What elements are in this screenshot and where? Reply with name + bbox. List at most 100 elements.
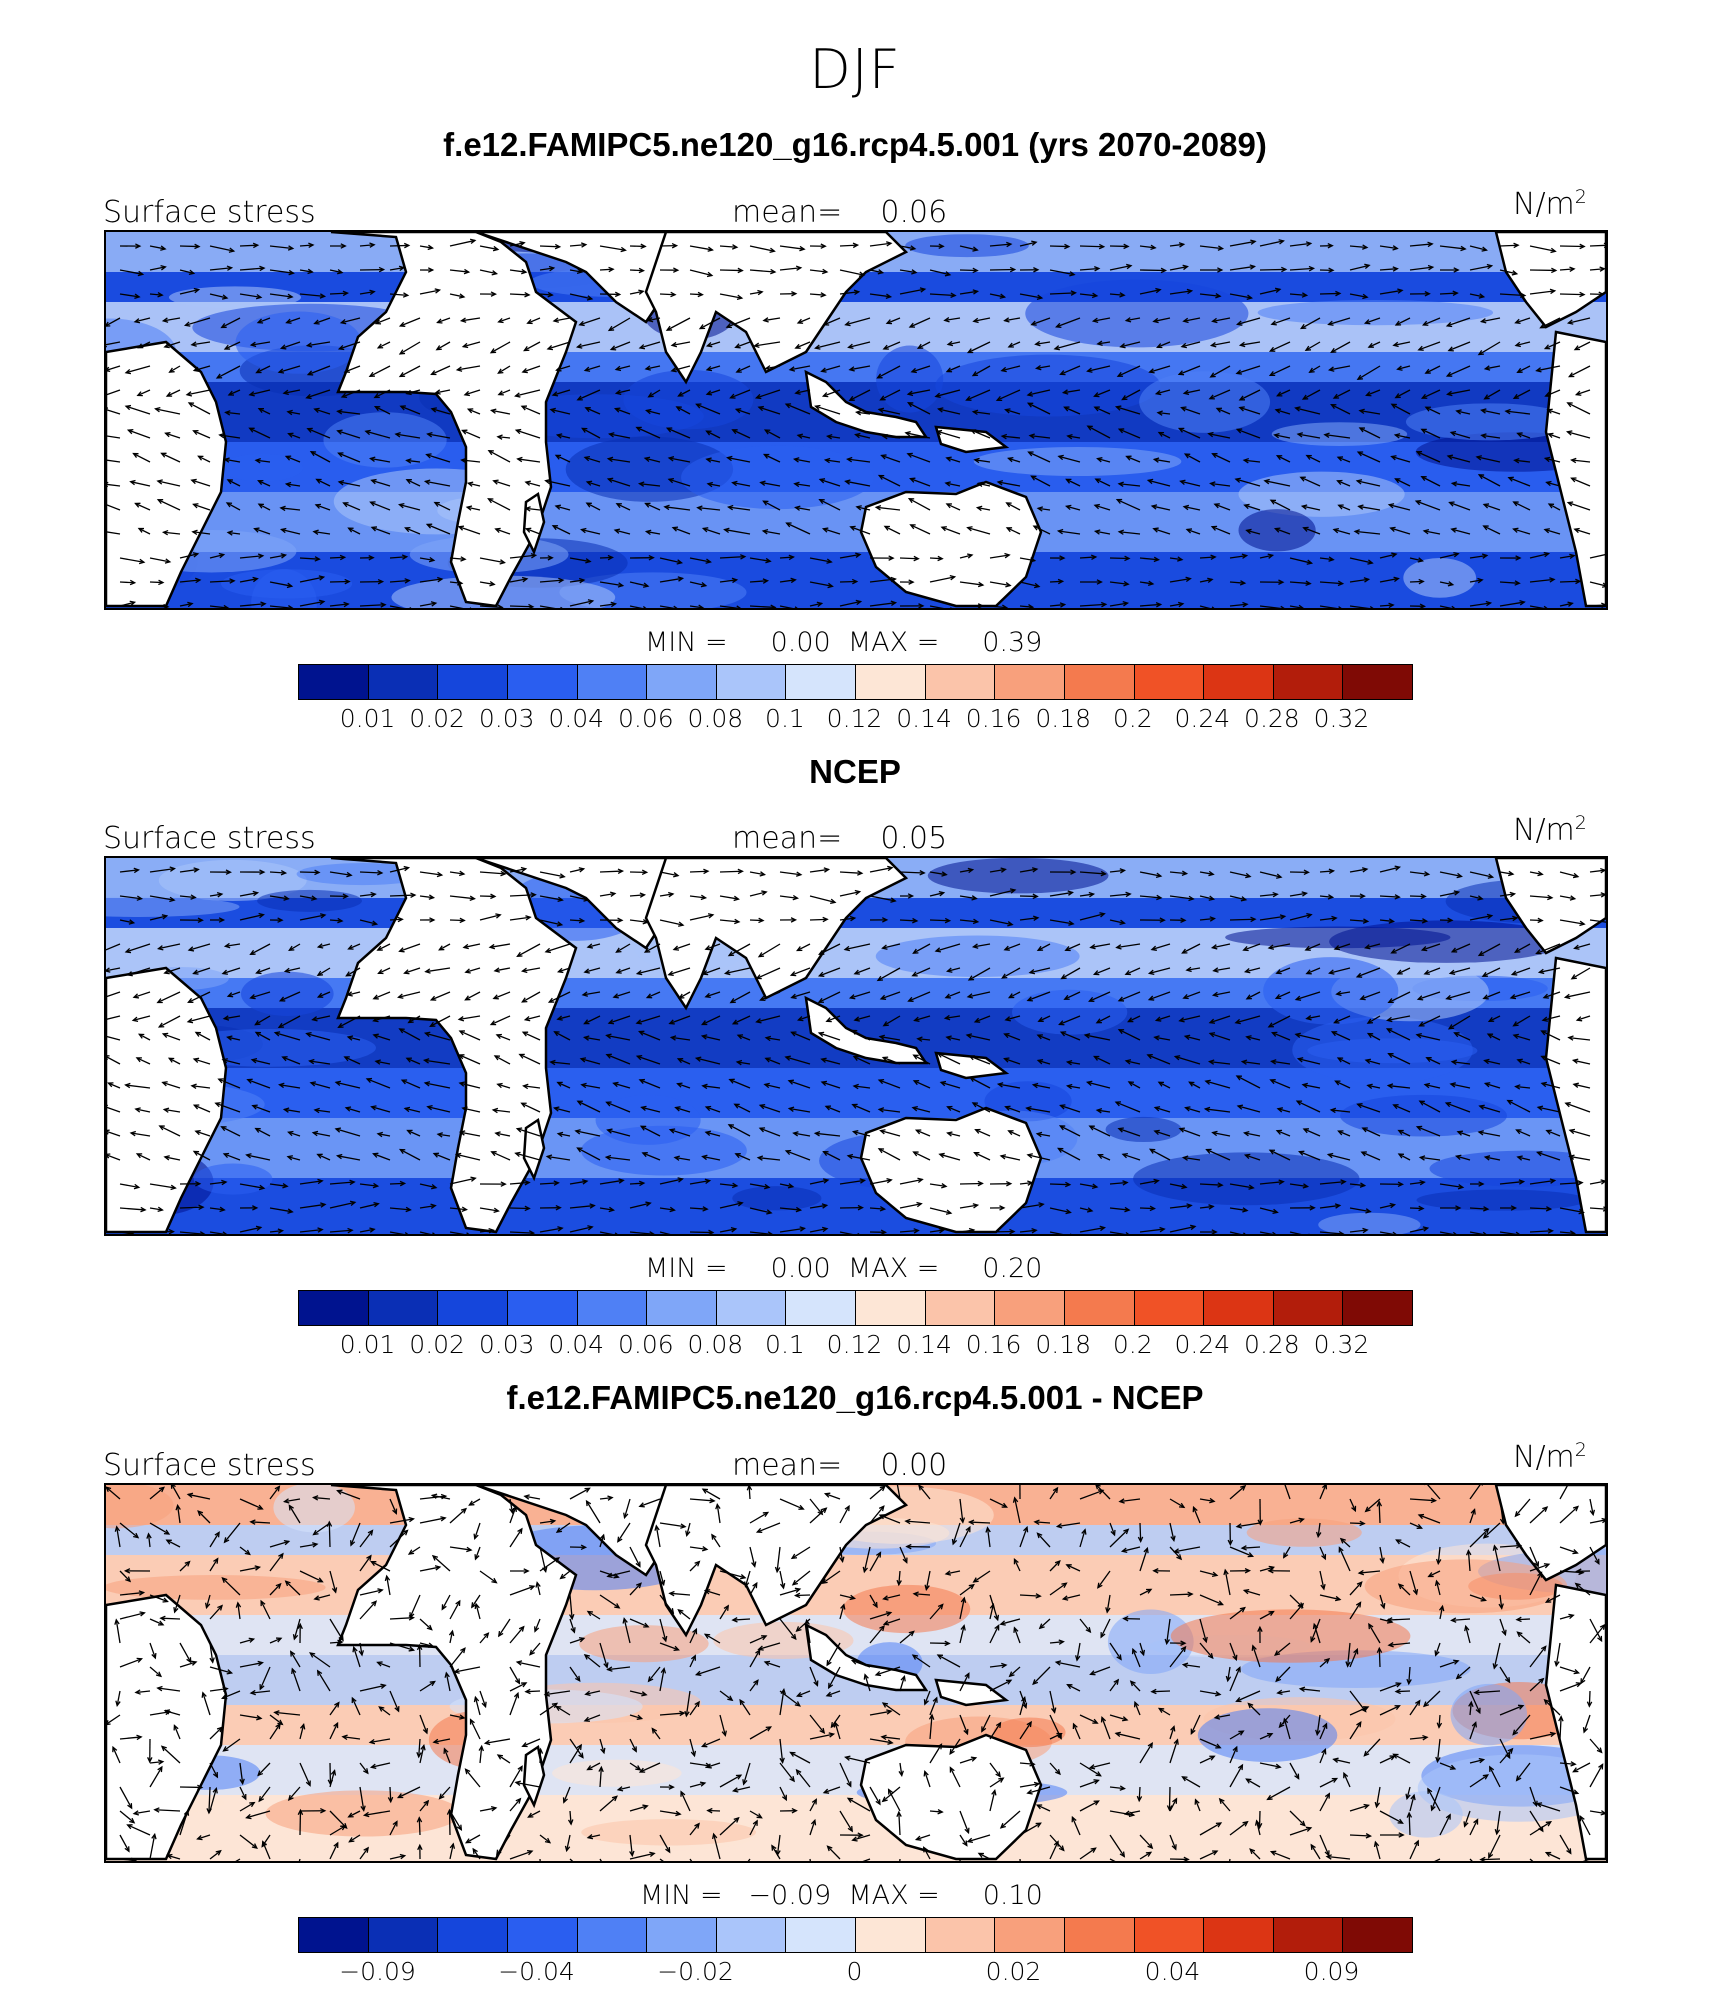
wind-arrow (1560, 294, 1584, 295)
wind-arrow (1260, 269, 1286, 270)
colorbar-cell (647, 665, 717, 699)
colorbar-tick-label: 0.28 (1244, 1330, 1300, 1359)
colorbar-tick-label: 0.12 (827, 704, 883, 733)
field-patch (1272, 422, 1407, 446)
wind-arrow (180, 1207, 203, 1208)
wind-arrow (720, 871, 742, 872)
colorbar-cell (786, 1291, 856, 1325)
colorbar-tick-label: 0.18 (1035, 1330, 1091, 1359)
panel-1-units: N/m2 (1513, 186, 1587, 222)
colorbar-cell (1065, 1291, 1135, 1325)
field-band (106, 1745, 1606, 1795)
wind-arrow (161, 1618, 180, 1619)
colorbar-tick-label: 0.14 (896, 704, 952, 733)
panel-2-title: NCEP (0, 753, 1710, 791)
colorbar-cell (717, 1291, 787, 1325)
colorbar-cell (856, 1291, 926, 1325)
wind-arrow (1560, 246, 1584, 247)
panel-1-min-max: MIN = 0.00 MAX = 0.39 (645, 627, 1042, 658)
wind-arrow (720, 270, 742, 271)
wind-arrow (1169, 1787, 1170, 1810)
colorbar-cell (717, 665, 787, 699)
field-patch (1451, 1684, 1528, 1745)
colorbar-cell (1135, 665, 1205, 699)
wind-arrow (329, 1522, 330, 1547)
wind-arrow (150, 606, 168, 607)
panel-3-variable-label: Surface stress (103, 1448, 316, 1483)
colorbar-cell (1065, 665, 1135, 699)
wind-arrow (300, 872, 319, 873)
wind-arrow (390, 895, 415, 896)
wind-arrow (449, 1810, 450, 1835)
field-patch (194, 1164, 273, 1195)
colorbar-cell (299, 1291, 369, 1325)
colorbar-tick-label: 0.06 (618, 704, 674, 733)
colorbar-cell (1343, 1291, 1412, 1325)
field-patch (552, 1760, 682, 1787)
wind-arrow (960, 1183, 982, 1184)
wind-arrow (1050, 1184, 1070, 1185)
field-patch (876, 935, 1080, 977)
panel-2-units: N/m2 (1513, 812, 1587, 848)
colorbar-cell (1343, 665, 1412, 699)
panel-2-variable-label: Surface stress (103, 821, 316, 856)
panel-1-colorbar (298, 664, 1413, 700)
panel-2-mean-label: mean= 0.05 (732, 821, 947, 856)
field-patch (732, 1186, 821, 1210)
colorbar-tick-label: 0.06 (618, 1330, 674, 1359)
colorbar-cell (995, 665, 1065, 699)
wind-arrow (1320, 293, 1340, 294)
colorbar-tick-label: 0.01 (340, 704, 396, 733)
field-patch (1389, 1791, 1463, 1838)
field-patch (681, 446, 874, 509)
colorbar-tick-label: 0.32 (1314, 1330, 1370, 1359)
panel-3-title: f.e12.FAMIPC5.ne120_g16.rcp4.5.001 - NCE… (0, 1379, 1710, 1417)
wind-arrow (540, 246, 560, 247)
colorbar-cell (926, 665, 996, 699)
colorbar-tick-label: 0.16 (966, 1330, 1022, 1359)
colorbar-tick-label: 0.12 (827, 1330, 883, 1359)
wind-arrow (990, 1231, 1014, 1232)
wind-arrow (1230, 919, 1255, 920)
colorbar-cell (369, 665, 439, 699)
colorbar-tick-label: 0.14 (896, 1330, 952, 1359)
colorbar-cell (438, 1291, 508, 1325)
field-patch (1025, 280, 1248, 348)
field-patch (1263, 957, 1398, 1025)
panel-3-mean-label: mean= 0.00 (732, 1448, 947, 1483)
colorbar-tick-label: 0.02 (409, 704, 465, 733)
field-patch (1139, 371, 1270, 433)
map-canvas (106, 858, 1606, 1234)
wind-arrow (690, 871, 708, 872)
field-patch (266, 1790, 461, 1836)
panel-1-variable-label: Surface stress (103, 195, 316, 230)
field-patch (928, 858, 1109, 893)
wind-arrow (419, 1818, 420, 1835)
colorbar-tick-label: 0.32 (1314, 704, 1370, 733)
field-patch (935, 355, 1160, 417)
colorbar-tick-label: 0.04 (548, 1330, 604, 1359)
colorbar-tick-label: 0.1 (765, 704, 805, 733)
wind-arrow (1080, 246, 1104, 247)
colorbar-cell (1204, 1291, 1274, 1325)
colorbar-cell (1135, 1291, 1205, 1325)
colorbar-tick-label: 0.24 (1174, 704, 1230, 733)
wind-arrow (1152, 1691, 1170, 1692)
panel-2-min-max: MIN = 0.00 MAX = 0.20 (645, 1253, 1042, 1284)
colorbar-tick-label: 0.16 (966, 704, 1022, 733)
wind-arrow (690, 1232, 713, 1233)
colorbar-tick-label: 0.03 (479, 704, 535, 733)
wind-arrow (1379, 1648, 1380, 1667)
wind-arrow (1379, 1502, 1380, 1523)
colorbar-cell (856, 665, 926, 699)
colorbar-tick-label: 0.02 (409, 1330, 465, 1359)
wind-arrow (1500, 245, 1518, 246)
wind-arrow (1590, 245, 1606, 246)
colorbar-cell (995, 1291, 1065, 1325)
colorbar-cell (647, 1291, 717, 1325)
field-patch (1133, 1152, 1359, 1205)
colorbar-cell (1274, 665, 1344, 699)
colorbar-cell (438, 665, 508, 699)
wind-arrow (1409, 1813, 1410, 1835)
